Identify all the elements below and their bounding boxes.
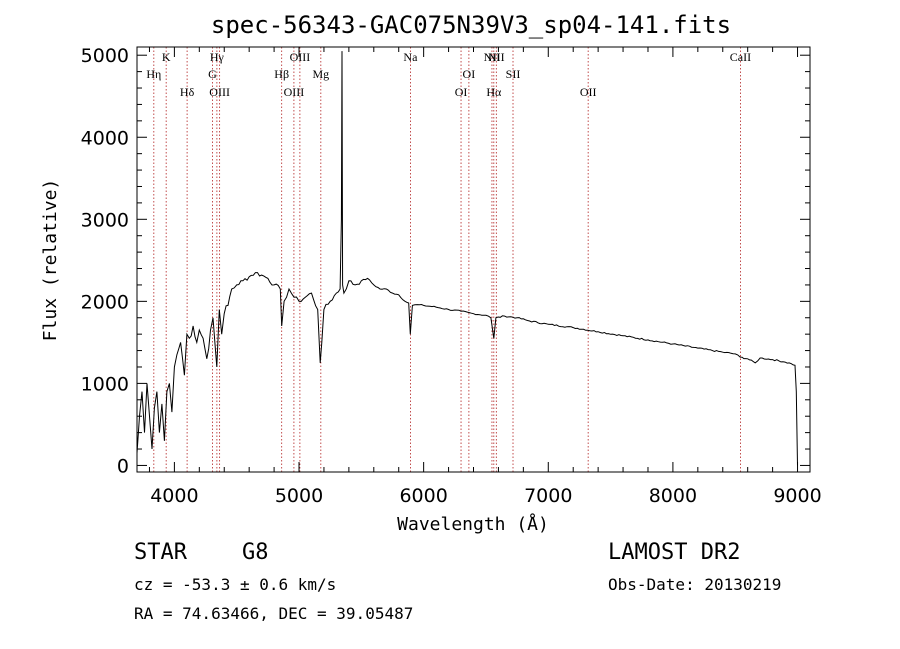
y-tick-label-5: 5000 xyxy=(81,45,129,67)
sky-coordinates: RA = 74.63466, DEC = 39.05487 xyxy=(134,604,414,623)
x-tick-label-1: 5000 xyxy=(275,485,323,507)
y-tick-label-3: 3000 xyxy=(81,209,129,231)
line-label-14: Hα xyxy=(486,85,502,99)
x-axis-label: Wavelength (Å) xyxy=(397,513,549,535)
line-label-1: K xyxy=(162,50,171,64)
x-tick-label-3: 7000 xyxy=(524,485,572,507)
x-tick-label-4: 8000 xyxy=(649,485,697,507)
line-label-16: SII xyxy=(506,67,521,81)
y-tick-label-0: 0 xyxy=(117,455,129,477)
spectrum-series xyxy=(136,51,798,466)
y-tick-label-2: 2000 xyxy=(81,291,129,313)
axis-ticks: 4000 5000 6000 7000 8000 9000 0 1000 2000 3000 400… xyxy=(81,45,822,507)
y-tick-label-1: 1000 xyxy=(81,373,129,395)
chart-title: spec-56343-GAC075N39V3_sp04-141.fits xyxy=(211,11,731,39)
x-tick-label-2: 6000 xyxy=(399,485,447,507)
line-label-7: OIII xyxy=(284,85,305,99)
x-tick-label-0: 4000 xyxy=(150,485,198,507)
line-label-15: NII xyxy=(488,50,505,64)
object-subclass: G8 xyxy=(242,540,269,565)
emission-lines-layer: HηKHδGHγOIIIHβOIIIOIIIMgNaOIOINIIHαNIISI… xyxy=(146,47,751,472)
x-tick-label-5: 9000 xyxy=(773,485,821,507)
survey-name: LAMOST DR2 xyxy=(608,540,741,565)
line-label-3: G xyxy=(208,67,217,81)
line-label-10: Na xyxy=(403,50,418,64)
plot-frame xyxy=(136,46,811,473)
line-label-5: OIII xyxy=(209,85,230,99)
line-label-18: CaII xyxy=(730,50,751,64)
line-label-11: OI xyxy=(455,85,468,99)
object-class: STAR xyxy=(134,540,187,565)
observation-date: Obs-Date: 20130219 xyxy=(608,575,782,594)
y-axis-label: Flux (relative) xyxy=(40,179,61,342)
line-label-2: Hδ xyxy=(180,85,195,99)
line-label-0: Hη xyxy=(146,67,161,81)
line-label-12: OI xyxy=(463,67,476,81)
line-label-6: Hβ xyxy=(274,67,289,81)
line-label-4: Hγ xyxy=(210,50,225,64)
line-label-8: OIII xyxy=(290,50,311,64)
line-label-13: NII xyxy=(484,50,501,64)
y-tick-label-4: 4000 xyxy=(81,127,129,149)
line-label-9: Mg xyxy=(312,67,329,81)
redshift-readout: cz = -53.3 ± 0.6 km/s xyxy=(134,575,337,594)
line-label-17: OII xyxy=(580,85,597,99)
